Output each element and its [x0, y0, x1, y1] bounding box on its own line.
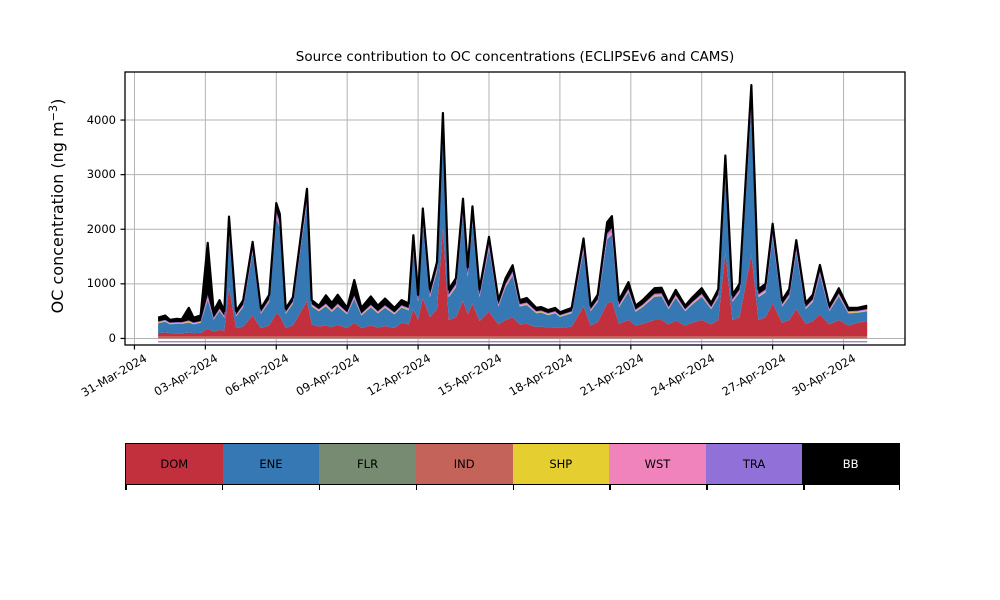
legend-label: ENE [259, 457, 283, 471]
legend-item-tra: TRA [705, 444, 803, 484]
legend-item-ene: ENE [222, 444, 320, 484]
y-tick-label: 0 [108, 330, 116, 345]
total-line [157, 84, 868, 321]
legend-item-bb: BB [802, 444, 899, 484]
legend-item-dom: DOM [126, 444, 223, 484]
y-tick-label: 3000 [86, 167, 116, 182]
legend-label: TRA [742, 457, 766, 471]
chart-title: Source contribution to OC concentrations… [295, 49, 735, 65]
legend-boundary-tick [898, 484, 900, 490]
legend-item-wst: WST [609, 444, 706, 484]
plot-border [124, 71, 906, 346]
legend-item-shp: SHP [512, 444, 610, 484]
legend-label: IND [453, 457, 475, 471]
area-ind [158, 336, 868, 339]
legend-boundary-tick [609, 484, 611, 490]
y-tick-label: 4000 [86, 112, 116, 127]
legend-label: DOM [160, 457, 189, 471]
legend-boundary-tick [415, 484, 418, 490]
legend-boundary-tick [318, 484, 321, 490]
y-axis-label: OC concentration (ng m−3) [47, 99, 67, 314]
legend-label: WST [644, 457, 671, 471]
y-axis-label-exponent: −3 [46, 104, 60, 122]
legend-label: BB [842, 457, 859, 471]
area-ene [158, 107, 868, 334]
y-axis-label-close: ) [48, 98, 68, 105]
y-tick-label: 1000 [86, 276, 116, 291]
legend-item-ind: IND [415, 444, 513, 484]
legend-boundary-tick [125, 484, 127, 490]
legend-boundary-tick [803, 484, 805, 490]
legend-label: FLR [357, 457, 379, 471]
legend-boundary-tick [512, 484, 514, 490]
legend: DOM ENE FLR IND SHP WST TRA BB [125, 443, 900, 485]
legend-item-flr: FLR [319, 444, 416, 484]
y-axis-label-text: OC concentration (ng m [48, 121, 68, 314]
legend-label: SHP [549, 457, 573, 471]
area-dom [158, 228, 868, 337]
legend-boundary-tick [221, 484, 224, 490]
legend-boundary-tick [706, 484, 708, 490]
y-tick-label: 2000 [86, 221, 116, 236]
